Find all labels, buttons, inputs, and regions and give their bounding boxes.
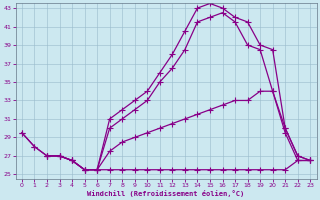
X-axis label: Windchill (Refroidissement éolien,°C): Windchill (Refroidissement éolien,°C) [87,190,245,197]
